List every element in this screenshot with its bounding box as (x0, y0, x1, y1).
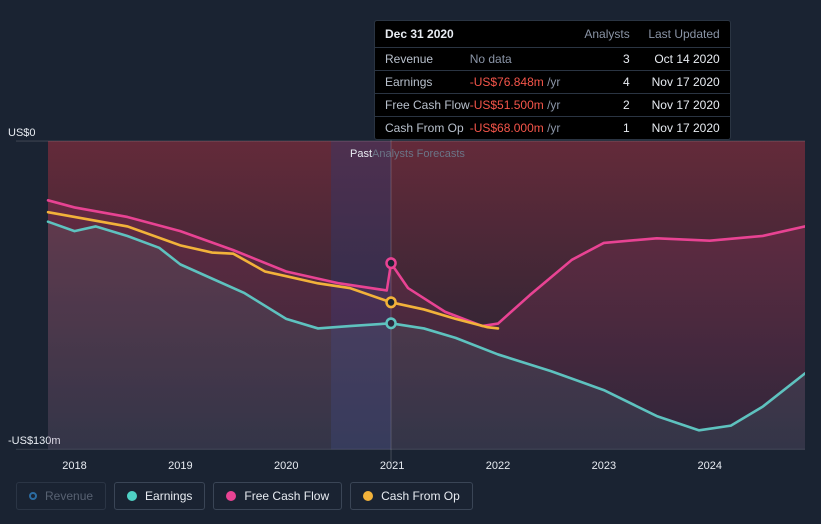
tooltip-metric: Free Cash Flow (385, 98, 470, 112)
chart-area[interactable] (16, 118, 805, 464)
tooltip-updated: Nov 17 2020 (630, 98, 720, 112)
x-axis-tick: 2020 (274, 460, 298, 472)
tooltip-header: Dec 31 2020 Analysts Last Updated (375, 21, 730, 48)
tooltip-metric: Revenue (385, 52, 470, 66)
tooltip-row: Cash From Op-US$68.000m /yr1Nov 17 2020 (375, 117, 730, 139)
tooltip-row: RevenueNo data3Oct 14 2020 (375, 48, 730, 71)
legend-label: Cash From Op (381, 489, 460, 503)
legend-swatch-icon (226, 491, 236, 501)
legend-swatch-icon (29, 492, 37, 500)
x-axis-tick: 2018 (62, 460, 86, 472)
x-axis-tick: 2022 (486, 460, 510, 472)
x-axis-tick: 2024 (697, 460, 721, 472)
legend-label: Earnings (145, 489, 192, 503)
chart-tooltip: Dec 31 2020 Analysts Last Updated Revenu… (374, 20, 731, 140)
financials-chart[interactable] (16, 118, 805, 464)
tooltip-analysts: 3 (570, 52, 630, 66)
legend-item-earnings[interactable]: Earnings (114, 482, 205, 510)
past-label: Past (350, 148, 372, 160)
legend-swatch-icon (363, 491, 373, 501)
tooltip-value: -US$68.000m /yr (470, 121, 570, 135)
tooltip-metric: Cash From Op (385, 121, 470, 135)
tooltip-analysts: 1 (570, 121, 630, 135)
x-axis-labels: 2018 2019 2020 2021 2022 2023 2024 (16, 460, 805, 476)
x-axis-tick: 2019 (168, 460, 192, 472)
tooltip-analysts: 2 (570, 98, 630, 112)
tooltip-col-analysts: Analysts (570, 27, 630, 41)
tooltip-value: No data (470, 52, 570, 66)
legend-swatch-icon (127, 491, 137, 501)
tooltip-analysts: 4 (570, 75, 630, 89)
legend-item-revenue[interactable]: Revenue (16, 482, 106, 510)
chart-legend: Revenue Earnings Free Cash Flow Cash From O… (16, 482, 473, 510)
legend-item-fcf[interactable]: Free Cash Flow (213, 482, 342, 510)
legend-label: Free Cash Flow (244, 489, 329, 503)
tooltip-updated: Nov 17 2020 (630, 75, 720, 89)
x-axis-tick: 2021 (380, 460, 404, 472)
legend-item-cfo[interactable]: Cash From Op (350, 482, 473, 510)
forecast-label: Analysts Forecasts (372, 148, 465, 160)
tooltip-col-updated: Last Updated (630, 27, 720, 41)
tooltip-updated: Nov 17 2020 (630, 121, 720, 135)
tooltip-value: -US$76.848m /yr (470, 75, 570, 89)
tooltip-row: Free Cash Flow-US$51.500m /yr2Nov 17 202… (375, 94, 730, 117)
tooltip-value: -US$51.500m /yr (470, 98, 570, 112)
legend-label: Revenue (45, 489, 93, 503)
tooltip-row: Earnings-US$76.848m /yr4Nov 17 2020 (375, 71, 730, 94)
tooltip-updated: Oct 14 2020 (630, 52, 720, 66)
tooltip-date: Dec 31 2020 (385, 27, 570, 41)
tooltip-metric: Earnings (385, 75, 470, 89)
chart-split-labels: Past Analysts Forecasts (16, 148, 805, 164)
x-axis-tick: 2023 (592, 460, 616, 472)
